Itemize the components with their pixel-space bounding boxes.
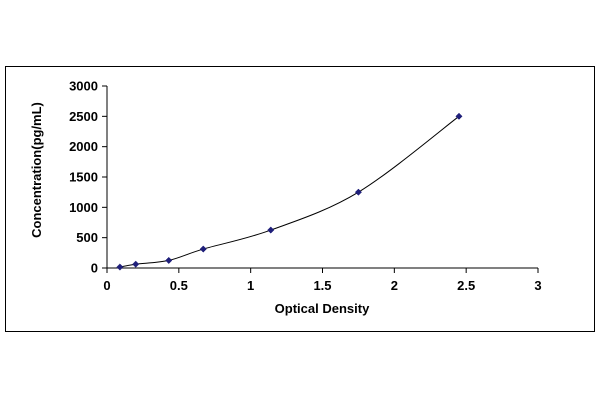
x-tick-label: 1.5 bbox=[313, 278, 331, 293]
x-axis-label: Optical Density bbox=[275, 301, 370, 316]
y-axis-ticks: 0 500 1000 1500 2000 2500 3000 bbox=[69, 79, 107, 276]
x-tick-label: 2.5 bbox=[457, 278, 475, 293]
y-tick-label: 1000 bbox=[69, 200, 98, 215]
x-tick-label: 0.5 bbox=[170, 278, 188, 293]
x-axis-ticks: 0 0.5 1 1.5 2 2.5 3 bbox=[103, 268, 542, 293]
y-tick-label: 2000 bbox=[69, 139, 98, 154]
x-tick-label: 3 bbox=[534, 278, 541, 293]
data-point bbox=[116, 263, 124, 271]
data-point bbox=[132, 260, 140, 268]
x-tick-label: 2 bbox=[391, 278, 398, 293]
y-tick-label: 500 bbox=[76, 230, 98, 245]
y-tick-label: 1500 bbox=[69, 170, 98, 185]
data-points bbox=[116, 112, 463, 271]
y-tick-label: 0 bbox=[91, 261, 98, 276]
x-tick-label: 1 bbox=[247, 278, 254, 293]
y-axis-label: Concentration(pg/mL) bbox=[29, 102, 44, 238]
data-point bbox=[354, 188, 362, 196]
data-point bbox=[267, 226, 275, 234]
y-tick-label: 3000 bbox=[69, 79, 98, 94]
trend-curve bbox=[119, 115, 460, 268]
y-tick-label: 2500 bbox=[69, 109, 98, 124]
data-point bbox=[455, 112, 463, 120]
data-point bbox=[165, 256, 173, 264]
data-point bbox=[199, 245, 207, 253]
x-tick-label: 0 bbox=[103, 278, 110, 293]
chart-frame bbox=[5, 66, 595, 332]
